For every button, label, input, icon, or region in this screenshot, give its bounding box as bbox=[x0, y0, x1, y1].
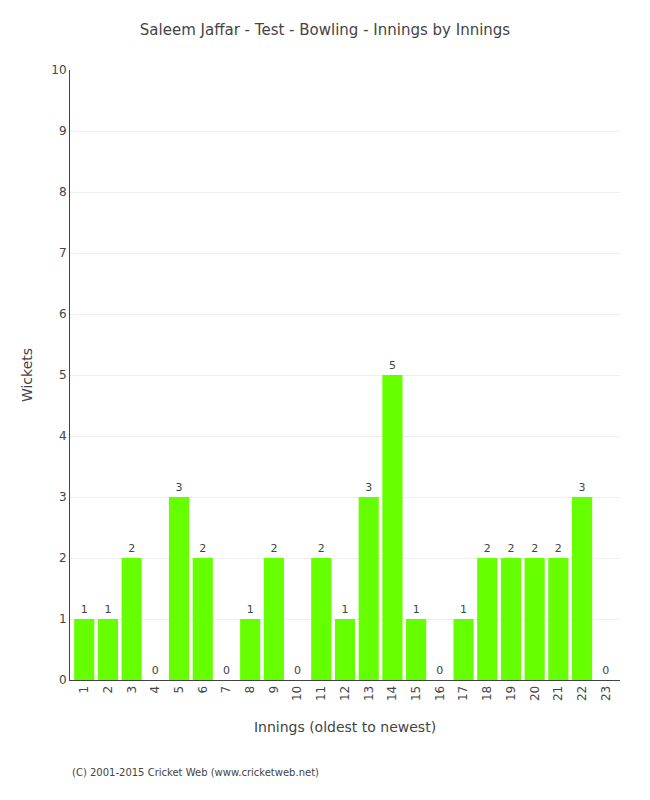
svg-text:14: 14 bbox=[385, 686, 399, 701]
svg-text:2: 2 bbox=[59, 551, 67, 565]
svg-text:1: 1 bbox=[247, 603, 254, 616]
svg-text:21: 21 bbox=[551, 686, 565, 701]
svg-text:4: 4 bbox=[59, 429, 67, 443]
svg-text:2: 2 bbox=[507, 542, 514, 555]
svg-text:3: 3 bbox=[59, 490, 67, 504]
svg-text:2: 2 bbox=[484, 542, 491, 555]
svg-text:13: 13 bbox=[362, 686, 376, 701]
svg-text:2: 2 bbox=[318, 542, 325, 555]
svg-text:Innings (oldest to newest): Innings (oldest to newest) bbox=[254, 719, 436, 735]
svg-text:2: 2 bbox=[555, 542, 562, 555]
svg-text:1: 1 bbox=[413, 603, 420, 616]
svg-text:5: 5 bbox=[59, 368, 67, 382]
svg-text:20: 20 bbox=[528, 686, 542, 701]
svg-text:7: 7 bbox=[59, 246, 67, 260]
svg-text:22: 22 bbox=[575, 686, 589, 701]
svg-text:12: 12 bbox=[338, 686, 352, 701]
svg-text:4: 4 bbox=[148, 686, 162, 694]
svg-text:0: 0 bbox=[294, 664, 301, 677]
svg-text:0: 0 bbox=[602, 664, 609, 677]
svg-text:3: 3 bbox=[365, 481, 372, 494]
svg-text:23: 23 bbox=[599, 686, 613, 701]
svg-text:9: 9 bbox=[267, 686, 281, 694]
svg-text:7: 7 bbox=[219, 686, 233, 694]
svg-text:18: 18 bbox=[480, 686, 494, 701]
svg-text:16: 16 bbox=[433, 686, 447, 701]
svg-text:1: 1 bbox=[81, 603, 88, 616]
svg-text:1: 1 bbox=[460, 603, 467, 616]
svg-text:10: 10 bbox=[51, 63, 66, 77]
svg-text:8: 8 bbox=[243, 686, 257, 694]
svg-text:10: 10 bbox=[290, 686, 304, 701]
svg-text:1: 1 bbox=[342, 603, 349, 616]
svg-text:1: 1 bbox=[104, 603, 111, 616]
svg-text:1: 1 bbox=[77, 686, 91, 694]
svg-text:19: 19 bbox=[504, 686, 518, 701]
svg-text:6: 6 bbox=[196, 686, 210, 694]
svg-text:2: 2 bbox=[199, 542, 206, 555]
svg-text:0: 0 bbox=[59, 673, 67, 687]
svg-text:(C) 2001-2015 Cricket Web (www: (C) 2001-2015 Cricket Web (www.cricketwe… bbox=[72, 767, 319, 778]
svg-text:1: 1 bbox=[59, 612, 67, 626]
svg-text:11: 11 bbox=[314, 686, 328, 701]
svg-text:5: 5 bbox=[389, 359, 396, 372]
svg-text:3: 3 bbox=[125, 686, 139, 694]
svg-text:15: 15 bbox=[409, 686, 423, 701]
svg-text:0: 0 bbox=[223, 664, 230, 677]
svg-text:2: 2 bbox=[101, 686, 115, 694]
svg-text:Saleem Jaffar - Test - Bowling: Saleem Jaffar - Test - Bowling - Innings… bbox=[140, 21, 511, 39]
svg-text:3: 3 bbox=[176, 481, 183, 494]
svg-text:3: 3 bbox=[579, 481, 586, 494]
svg-text:6: 6 bbox=[59, 307, 67, 321]
svg-text:0: 0 bbox=[436, 664, 443, 677]
svg-text:17: 17 bbox=[456, 686, 470, 701]
svg-text:Wickets: Wickets bbox=[19, 348, 35, 402]
svg-text:2: 2 bbox=[531, 542, 538, 555]
svg-text:2: 2 bbox=[128, 542, 135, 555]
svg-text:5: 5 bbox=[172, 686, 186, 694]
svg-text:8: 8 bbox=[59, 185, 67, 199]
svg-text:0: 0 bbox=[152, 664, 159, 677]
svg-text:9: 9 bbox=[59, 124, 67, 138]
svg-text:2: 2 bbox=[270, 542, 277, 555]
